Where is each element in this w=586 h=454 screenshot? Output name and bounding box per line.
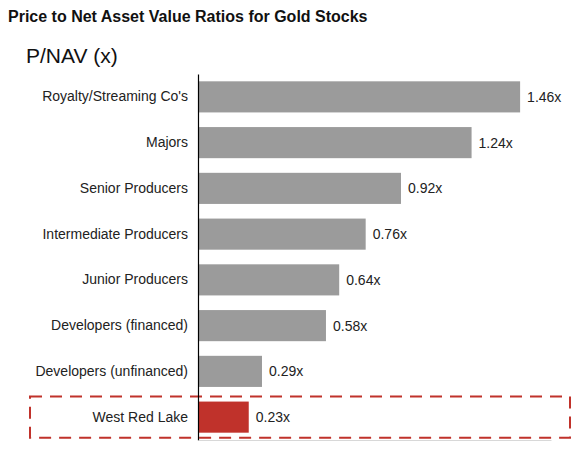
subtitle: P/NAV (x) [26,44,118,67]
y-tick-label: West Red Lake [93,409,189,425]
title: Price to Net Asset Value Ratios for Gold… [8,8,368,25]
bar [198,402,249,433]
bar [198,173,401,204]
bar [198,81,520,112]
y-axis-line [198,75,199,441]
highlight-box [30,397,570,438]
data-label: 1.46x [527,89,561,105]
bar [198,310,326,341]
data-label: 1.24x [479,135,513,151]
bar [198,219,366,250]
x-axis-line [199,440,552,441]
bars [198,81,520,432]
y-tick: Junior Producers [82,271,198,287]
y-tick-label: Developers (financed) [51,317,188,333]
y-tick-label: Junior Producers [82,271,188,287]
data-label: 0.23x [256,409,290,425]
y-axis: Royalty/Streaming Co's Majors Senior Produ… [35,75,198,441]
y-tick-label: Royalty/Streaming Co's [42,88,188,104]
y-tick-label: Developers (unfinanced) [35,363,188,379]
data-labels: 1.46x 1.24x 0.92x 0.76x 0.64x 0.58x 0.29x 0.23x [256,89,562,425]
data-label: 0.29x [269,363,303,379]
bar [198,127,472,158]
data-label: 0.76x [373,226,407,242]
x-axis [199,440,552,441]
y-tick: Intermediate Producers [42,226,198,242]
y-tick: Majors [146,134,198,150]
chart: Price to Net Asset Value Ratios for Gold… [0,0,586,454]
bar [198,356,262,387]
data-label: 0.92x [408,180,442,196]
y-tick: Developers (unfinanced) [35,363,198,379]
y-tick-label: Majors [146,134,188,150]
bar [198,264,339,295]
y-tick: Developers (financed) [51,317,198,333]
y-tick-label: Intermediate Producers [42,226,188,242]
y-tick: Royalty/Streaming Co's [42,88,198,104]
y-tick-label: Senior Producers [80,180,188,196]
data-label: 0.64x [346,272,380,288]
data-label: 0.58x [333,318,367,334]
y-tick: Senior Producers [80,180,198,196]
y-tick: West Red Lake [93,409,198,425]
